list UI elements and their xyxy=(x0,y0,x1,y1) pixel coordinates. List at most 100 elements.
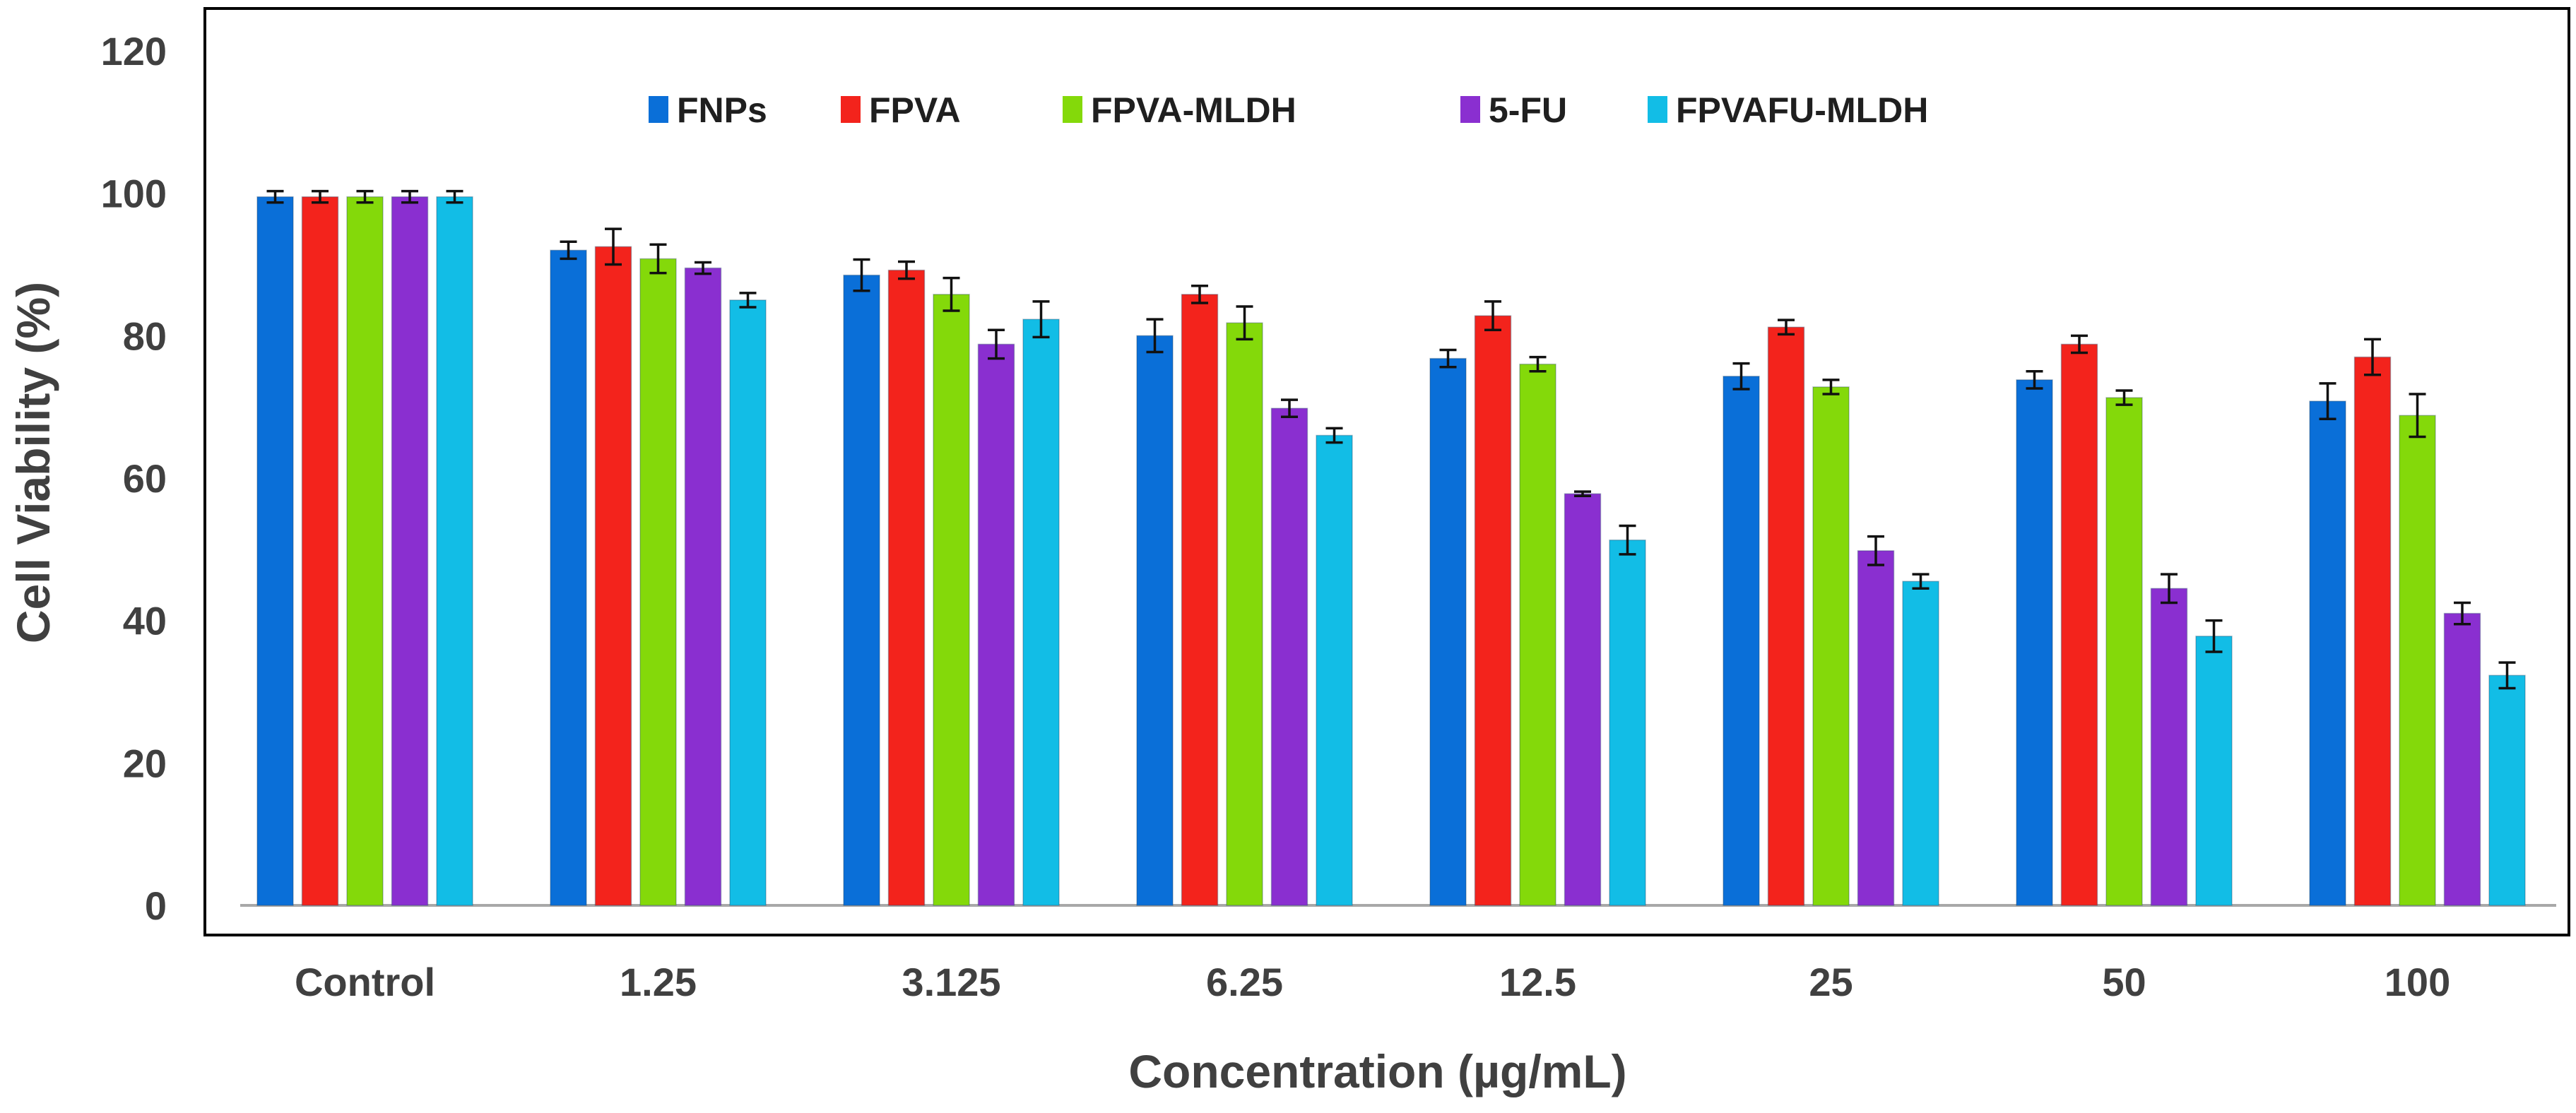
error-bar xyxy=(1146,318,1164,354)
y-tick-label: 120 xyxy=(101,29,167,73)
error-bar xyxy=(739,292,757,309)
error-bar xyxy=(988,328,1005,360)
bar xyxy=(2150,588,2188,906)
bar xyxy=(1136,335,1174,906)
x-category-label: Control xyxy=(295,960,435,1004)
bar xyxy=(977,343,1015,906)
error-bar xyxy=(446,189,463,204)
bar xyxy=(594,246,632,906)
error-bar xyxy=(1032,300,1050,339)
legend-item: FPVAFU-MLDH xyxy=(1648,90,1928,130)
x-axis-title: Concentration (µg/mL) xyxy=(1128,1045,1626,1097)
error-bar xyxy=(2364,338,2381,376)
y-tick-label: 60 xyxy=(123,456,167,501)
bar xyxy=(2488,674,2526,906)
bar xyxy=(1857,550,1895,906)
error-bar xyxy=(2498,661,2516,690)
error-bar xyxy=(401,189,418,204)
error-bar xyxy=(898,260,915,280)
y-axis-title: Cell Viability (%) xyxy=(7,282,59,643)
x-category-label: 1.25 xyxy=(620,960,697,1004)
error-bar xyxy=(1529,355,1547,373)
error-bar xyxy=(943,276,960,312)
error-bar xyxy=(1439,348,1457,369)
error-bar xyxy=(2205,619,2223,653)
legend-swatch xyxy=(1648,96,1667,123)
bar xyxy=(2195,636,2233,906)
bar xyxy=(550,249,587,906)
bar-series xyxy=(256,196,2526,906)
legend-label: 5-FU xyxy=(1489,90,1567,130)
y-axis-ticks: 0 20 40 60 80 100 120 xyxy=(101,29,167,928)
bar xyxy=(1429,357,1467,906)
legend-label: FPVA xyxy=(869,90,961,130)
x-axis-categories: Control 1.25 3.125 6.25 12.5 25 50 100 xyxy=(295,960,2450,1004)
error-bar xyxy=(1778,319,1795,336)
bar xyxy=(436,196,473,906)
legend: FNPs FPVA FPVA-MLDH 5-FU FPVAFU-MLDH xyxy=(649,90,1928,130)
bar xyxy=(2353,356,2392,906)
bar xyxy=(1022,319,1060,906)
bar xyxy=(256,196,294,906)
error-bar xyxy=(2454,601,2471,626)
legend-swatch xyxy=(1063,96,1082,123)
bar xyxy=(2105,397,2143,906)
x-category-label: 50 xyxy=(2102,960,2146,1004)
error-bar xyxy=(2161,573,2178,605)
error-bar xyxy=(2071,334,2088,355)
legend-label: FPVA-MLDH xyxy=(1091,90,1296,130)
error-bar xyxy=(1912,573,1930,590)
legend-label: FNPs xyxy=(677,90,767,130)
legend-swatch xyxy=(1460,96,1480,123)
legend-item: FPVA-MLDH xyxy=(1063,90,1296,130)
legend-label: FPVAFU-MLDH xyxy=(1676,90,1928,130)
error-bar xyxy=(1325,427,1343,444)
error-bar xyxy=(1236,305,1253,341)
error-bar xyxy=(312,189,329,204)
bar xyxy=(2443,612,2481,906)
bar xyxy=(887,269,926,906)
bar xyxy=(1767,326,1805,906)
error-bar xyxy=(2026,370,2043,390)
bar xyxy=(1474,315,1512,906)
x-category-label: 12.5 xyxy=(1499,960,1576,1004)
bar xyxy=(684,267,722,906)
error-bars xyxy=(266,189,2516,690)
bar xyxy=(1226,322,1263,906)
plot-frame xyxy=(203,7,2570,936)
error-bar xyxy=(356,189,374,204)
bar xyxy=(843,274,880,906)
x-category-label: 25 xyxy=(1809,960,1853,1004)
error-bar xyxy=(1484,300,1501,332)
legend-item: FPVA xyxy=(841,90,961,130)
bar xyxy=(1902,581,1939,906)
legend-item: 5-FU xyxy=(1460,90,1567,130)
bar xyxy=(2309,400,2346,906)
error-bar xyxy=(1732,362,1750,391)
bar xyxy=(933,294,970,906)
error-bar xyxy=(605,227,622,266)
error-bar xyxy=(853,258,870,292)
bar xyxy=(391,196,429,906)
y-tick-label: 40 xyxy=(123,599,167,643)
bar xyxy=(301,196,339,906)
error-bar xyxy=(2409,393,2426,439)
bar xyxy=(346,196,384,906)
y-tick-label: 80 xyxy=(123,314,167,358)
bar xyxy=(1316,434,1353,906)
error-bar xyxy=(1619,524,1636,556)
bar xyxy=(2060,343,2098,906)
legend-item: FNPs xyxy=(649,90,767,130)
error-bar xyxy=(1574,490,1591,497)
legend-swatch xyxy=(841,96,861,123)
y-tick-label: 20 xyxy=(123,741,167,785)
bar xyxy=(1564,493,1602,906)
x-category-label: 100 xyxy=(2385,960,2450,1004)
bar xyxy=(1609,539,1646,906)
error-bar xyxy=(695,261,711,275)
bar xyxy=(1812,386,1850,906)
x-category-label: 6.25 xyxy=(1206,960,1283,1004)
x-category-label: 3.125 xyxy=(902,960,1000,1004)
error-bar xyxy=(266,189,284,204)
